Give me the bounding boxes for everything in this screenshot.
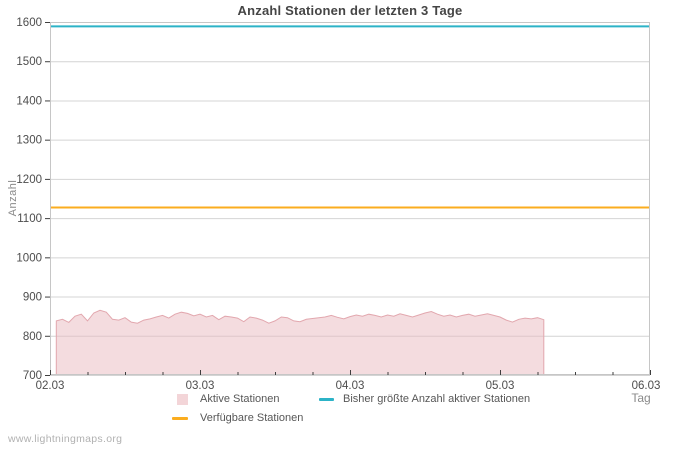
x-tick-label: 06.03: [632, 380, 661, 392]
active-stations-area-edge: [55, 309, 545, 375]
y-tick-label: 1300: [16, 135, 42, 147]
y-tick-label: 1100: [17, 213, 42, 225]
y-tick-label: 800: [23, 331, 42, 343]
max-active-line-swatch-icon: [319, 398, 334, 401]
x-tick-label: 04.03: [336, 380, 365, 392]
x-axis-title: Tag: [631, 391, 651, 405]
legend-label-active-stations: Aktive Stationen: [200, 393, 280, 405]
legend-label-available-stations: Verfügbare Stationen: [200, 412, 304, 424]
chart-title: Anzahl Stationen der letzten 3 Tage: [237, 3, 463, 18]
x-tick-label: 02.03: [36, 380, 65, 392]
x-tick-label: 03.03: [186, 380, 215, 392]
y-tick-label: 1600: [16, 17, 42, 29]
y-tick-label: 1500: [16, 56, 42, 68]
y-tick-label: 1400: [16, 95, 42, 107]
available-line-swatch-icon: [172, 417, 188, 420]
active-stations-area: [56, 310, 544, 375]
x-tick-label: 05.03: [486, 380, 515, 392]
watermark: www.lightningmaps.org: [8, 433, 123, 445]
y-tick-label: 1000: [16, 252, 42, 264]
y-axis-title: Anzahl: [7, 179, 19, 217]
y-tick-label: 900: [23, 292, 42, 304]
legend-label-max-active-stations: Bisher größte Anzahl aktiver Stationen: [343, 393, 531, 405]
y-tick-label: 1200: [16, 174, 42, 186]
active-stations-swatch-icon: [177, 394, 188, 405]
y-tick-label: 700: [23, 370, 42, 382]
